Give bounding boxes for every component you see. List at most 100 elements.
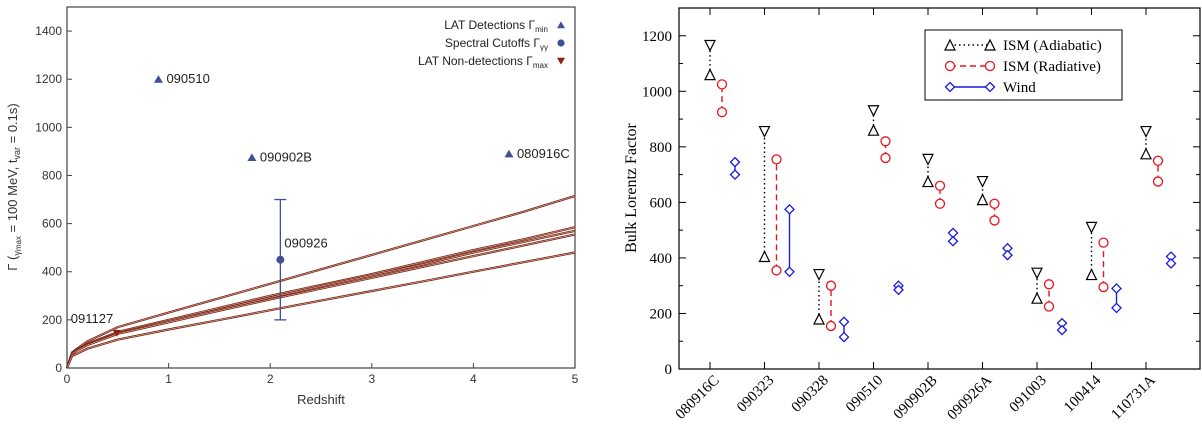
left-curve-highlight xyxy=(66,252,576,369)
left-points: 090510 090902B 080916C 090926 091127 xyxy=(71,71,570,337)
right-y-tick-label: 0 xyxy=(665,362,673,378)
left-x-axis-label: Redshift xyxy=(297,392,345,407)
adiabatic-marker xyxy=(1140,125,1152,138)
adiabatic-marker xyxy=(922,153,934,166)
radiative-marker xyxy=(934,180,946,191)
right-x-tick-label: 100414 xyxy=(1061,372,1104,415)
left-x-tick-label: 1 xyxy=(165,372,172,386)
adiabatic-marker xyxy=(1085,268,1098,281)
adiabatic-marker xyxy=(867,123,880,136)
radiative-marker xyxy=(1043,279,1055,290)
detection-marker xyxy=(153,75,163,83)
adiabatic-marker xyxy=(867,105,880,118)
radiative-marker xyxy=(1152,155,1164,166)
wind-marker xyxy=(784,266,795,278)
right-panel: 0 200 400 600 800 1000 1200 080916C 090323 090328… xyxy=(623,7,1201,423)
right-y-tick-label: 1000 xyxy=(642,84,672,100)
right-legend-label: ISM (Radiative) xyxy=(1003,59,1101,75)
adiabatic-marker xyxy=(922,175,934,188)
right-legend-box xyxy=(924,29,1123,101)
right-y-tick-label: 1200 xyxy=(642,29,672,45)
left-x-tick-label: 5 xyxy=(572,372,579,386)
left-y-tick-label: 200 xyxy=(42,313,62,327)
radiative-marker xyxy=(771,265,782,276)
wind-marker xyxy=(838,331,850,343)
right-x-tick-label: 091003 xyxy=(1007,373,1050,416)
left-y-axis-label: Γ (γmax = 100 MeV, tvar = 0.1s) xyxy=(5,103,23,270)
left-legend-label: LAT Detections Γmin xyxy=(444,18,548,34)
radiative-marker xyxy=(984,60,996,72)
right-series xyxy=(704,39,1177,343)
left-y-tick-label: 1200 xyxy=(35,72,62,86)
radiative-marker xyxy=(1043,301,1055,312)
left-legend-marker xyxy=(557,39,565,47)
adiabatic-marker xyxy=(1031,267,1043,280)
adiabatic-marker xyxy=(976,193,989,206)
right-y-tick-label: 600 xyxy=(650,195,673,211)
adiabatic-marker xyxy=(758,250,771,263)
detection-marker xyxy=(504,149,514,158)
right-x-tick-label: 090323 xyxy=(734,373,777,416)
left-y-tick-label: 0 xyxy=(55,361,62,375)
radiative-marker xyxy=(934,198,946,209)
left-legend-marker xyxy=(557,57,565,65)
radiative-marker xyxy=(825,280,837,291)
right-y-axis-label: Bulk Lorentz Factor xyxy=(623,122,640,252)
left-curves xyxy=(65,194,576,369)
nondetection-label: 091127 xyxy=(71,311,113,326)
left-y-tick-label: 400 xyxy=(42,265,62,279)
radiative-marker xyxy=(944,60,956,72)
right-x-tick-label: 090510 xyxy=(843,373,886,416)
adiabatic-marker xyxy=(813,312,825,325)
right-x-tick-label: 090328 xyxy=(789,373,832,416)
detection-label: 080916C xyxy=(517,146,570,161)
adiabatic-marker xyxy=(704,68,716,81)
left-x-tick-label: 3 xyxy=(368,372,375,386)
radiative-marker xyxy=(1152,176,1164,187)
wind-marker xyxy=(947,235,959,247)
left-x-tick-label: 0 xyxy=(64,372,71,386)
detection-marker xyxy=(247,153,257,162)
radiative-marker xyxy=(880,136,891,147)
nondetection-marker xyxy=(112,329,121,337)
wind-marker xyxy=(1111,302,1122,314)
wind-marker xyxy=(944,81,956,93)
right-x-tick-label: 090926A xyxy=(945,372,996,423)
wind-marker xyxy=(1165,258,1177,269)
wind-marker xyxy=(1111,283,1122,294)
wind-marker xyxy=(984,81,996,93)
right-y-tick-label: 400 xyxy=(650,251,673,267)
detection-label: 090510 xyxy=(166,71,209,86)
adiabatic-marker xyxy=(704,39,716,52)
wind-marker xyxy=(729,156,741,168)
cutoff-label: 090926 xyxy=(284,236,327,251)
radiative-marker xyxy=(880,152,891,164)
radiative-marker xyxy=(825,320,837,332)
adiabatic-marker xyxy=(813,268,825,281)
adiabatic-marker xyxy=(758,125,771,138)
left-legend-marker xyxy=(557,21,565,29)
adiabatic-marker xyxy=(1140,147,1152,160)
left-y-tick-label: 600 xyxy=(42,217,62,231)
left-curve-highlight xyxy=(66,234,576,369)
right-legend-label: ISM (Adiabatic) xyxy=(1003,38,1102,54)
wind-marker xyxy=(729,169,741,181)
left-y-tick-label: 800 xyxy=(42,168,62,182)
cutoff-marker xyxy=(276,255,285,264)
wind-marker xyxy=(1056,324,1068,336)
wind-marker xyxy=(784,203,795,215)
right-x-tick-label: 110731A xyxy=(1108,372,1159,423)
adiabatic-marker xyxy=(1085,221,1098,234)
left-legend-label: LAT Non-detections Γmax xyxy=(418,54,548,70)
radiative-marker xyxy=(989,198,1000,209)
left-y-tick-label: 1400 xyxy=(35,24,62,38)
adiabatic-marker xyxy=(1031,291,1043,304)
left-y-tick-label: 1000 xyxy=(35,120,62,134)
radiative-marker xyxy=(716,106,728,118)
adiabatic-marker xyxy=(944,38,956,51)
adiabatic-marker xyxy=(976,175,989,188)
radiative-marker xyxy=(716,79,728,90)
left-legend-label: Spectral Cutoffs Γγγ xyxy=(445,36,548,52)
